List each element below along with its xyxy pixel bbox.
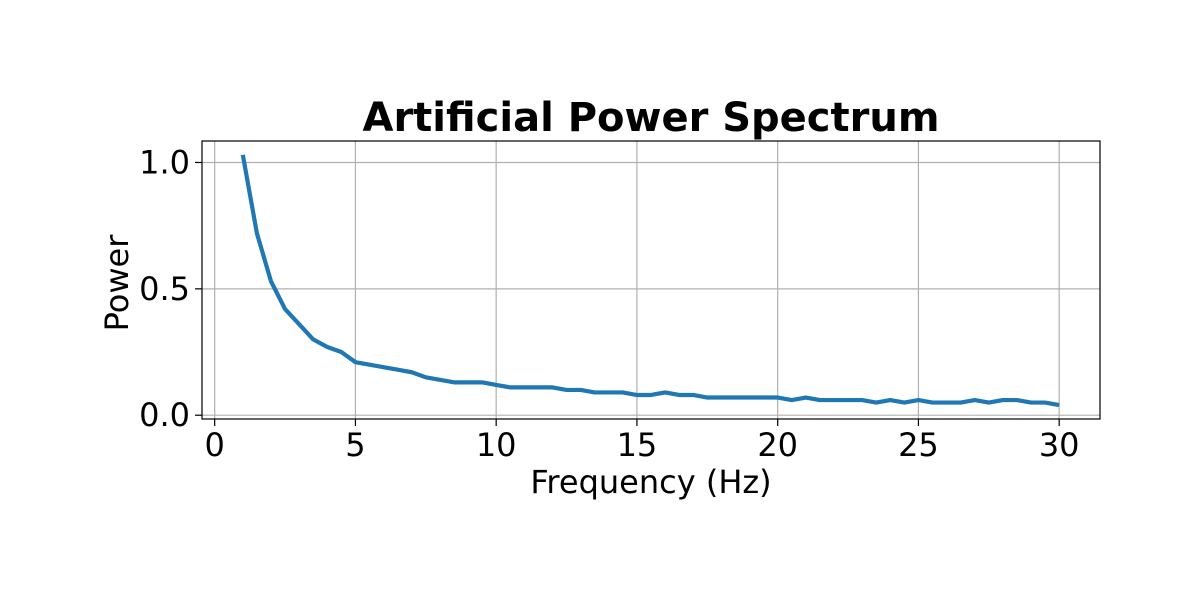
x-tick-label: 0 [204, 426, 224, 464]
x-tick-label: 5 [345, 426, 365, 464]
y-tick-label: 0.5 [139, 270, 190, 308]
y-tick-label: 0.0 [139, 396, 190, 434]
x-tick-label: 25 [898, 426, 939, 464]
x-tick-label: 15 [617, 426, 658, 464]
chart-title: Artificial Power Spectrum [362, 95, 939, 141]
grid-layer [202, 141, 1100, 419]
plot-frame [201, 140, 1101, 420]
tick-layer: 0 5 10 15 20 25 30 0.0 0.5 1.0 [139, 143, 1079, 464]
x-tick-label: 30 [1039, 426, 1080, 464]
series-layer [240, 154, 1060, 408]
series-line-0 [240, 154, 1060, 408]
x-tick-label: 20 [757, 426, 798, 464]
y-tick-label: 1.0 [139, 143, 190, 181]
y-axis-label: Power [98, 234, 136, 332]
x-tick-label: 10 [476, 426, 517, 464]
x-axis-label: Frequency (Hz) [530, 463, 771, 501]
